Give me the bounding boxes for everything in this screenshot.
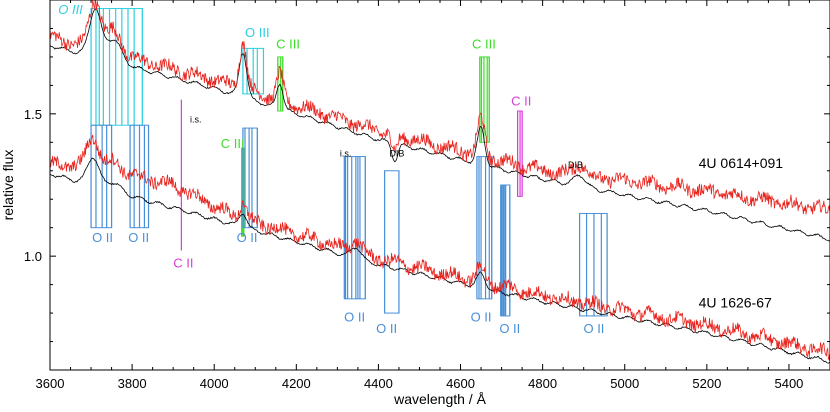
x-tick-label: 4400 [364,376,393,391]
annotation-label: i.s. [190,114,202,124]
line-marker-label: C II [173,256,193,271]
annotation-label: DIB [389,149,404,159]
model-spectrum [50,8,830,242]
line-marker-label: O II [128,230,149,245]
line-marker-label: C III [276,36,300,51]
x-tick-label: 4000 [200,376,229,391]
line-marker-label: C III [221,136,245,151]
x-tick-label: 5200 [692,376,721,391]
y-axis-label: relative flux [0,150,16,221]
x-tick-label: 4800 [528,376,557,391]
x-tick-label: 5400 [774,376,803,391]
annotation-label: i.s. [340,149,352,159]
line-markers [90,8,608,317]
line-marker-label: O III [245,25,270,40]
observed-spectrum [50,0,830,215]
axes: 3600 3800 4000 4200 4400 4600 4800 5000 5200 5400… [24,0,830,391]
line-marker-group [578,212,608,317]
annotation-label: DIB [568,160,583,170]
line-marker-label: O II [376,321,397,336]
x-tick-label: 4600 [446,376,475,391]
line-marker-label: O II [344,310,365,325]
line-marker-group [383,170,400,314]
line-marker-label: O III [58,2,83,17]
line-marker-group [129,124,150,229]
plot-frame [49,0,830,371]
y-tick-label: 1.5 [24,107,42,122]
line-marker-label: O II [499,321,520,336]
line-marker-label: C III [472,36,496,51]
marker-box [90,124,113,229]
spectra [50,0,830,364]
model-spectrum [50,157,830,364]
line-marker-label: O II [583,321,604,336]
line-marker-group [500,184,511,317]
line-marker-group [242,127,258,229]
x-tick-label: 3600 [36,376,65,391]
line-marker-group [343,156,366,300]
x-tick-label: 3800 [118,376,147,391]
line-marker-group [277,56,284,112]
x-tick-label: 5000 [610,376,639,391]
x-tick-label: 4200 [282,376,311,391]
line-marker-group [476,156,493,300]
line-marker-group [516,110,523,197]
marker-box [384,170,400,314]
x-axis-label: wavelength / Å [393,391,486,407]
line-marker-label: O II [237,230,258,245]
line-marker-label: O II [471,310,492,325]
y-tick-label: 1.0 [24,249,42,264]
series-label: 4U 0614+091 [699,155,784,171]
observed-spectrum [50,134,830,362]
line-marker-group [90,124,113,229]
line-marker-label: C II [511,93,531,108]
line-marker-group [479,56,490,143]
line-marker-label: O II [92,230,113,245]
series-label: 4U 1626-67 [699,294,772,310]
chart-labels: 4U 0614+091 4U 1626-67 O III O III C III C II… [58,2,783,336]
